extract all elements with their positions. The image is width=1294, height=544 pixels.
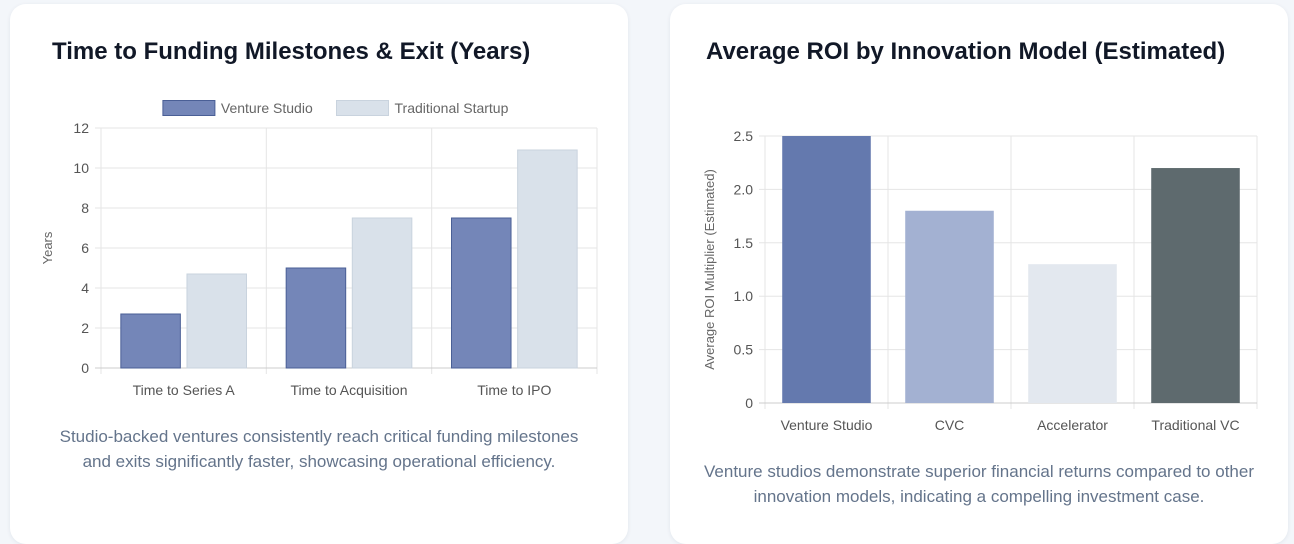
bar-cvc	[905, 210, 994, 403]
chart-title: Time to Funding Milestones & Exit (Years…	[52, 38, 531, 65]
bar-venture-studio	[285, 267, 347, 369]
x-tick-label: Time to IPO	[477, 382, 551, 398]
x-tick-label: Venture Studio	[781, 417, 873, 433]
y-tick-label: 8	[81, 200, 89, 216]
bar-venture-studio	[451, 217, 512, 369]
legend-label: Venture Studio	[221, 100, 313, 116]
legend-swatch	[162, 100, 216, 116]
chart-caption: Studio-backed ventures consistently reac…	[59, 427, 579, 471]
x-tick-label: Time to Acquisition	[291, 382, 408, 398]
y-tick-label: 6	[81, 240, 89, 256]
x-tick-label: Traditional VC	[1151, 417, 1239, 433]
y-tick-label: 4	[81, 280, 89, 296]
x-tick-label: Time to Series A	[133, 382, 236, 398]
chart-caption: Venture studios demonstrate superior fin…	[704, 462, 1254, 506]
y-tick-label: 2.0	[734, 181, 754, 197]
bar-venture-studio	[120, 313, 181, 369]
bar-traditional-vc	[1151, 168, 1240, 403]
y-axis-title: Average ROI Multiplier (Estimated)	[702, 169, 717, 370]
y-tick-label: 0.5	[734, 342, 754, 358]
y-tick-label: 2	[81, 320, 89, 336]
chart-title: Average ROI by Innovation Model (Estimat…	[706, 38, 1226, 65]
y-tick-label: 0	[745, 395, 753, 411]
y-tick-label: 10	[73, 160, 89, 176]
y-tick-label: 1.0	[734, 288, 754, 304]
x-tick-label: CVC	[935, 417, 965, 433]
y-tick-label: 12	[73, 120, 89, 136]
y-tick-label: 0	[81, 360, 89, 376]
y-tick-label: 1.5	[734, 235, 754, 251]
bar-traditional-startup	[186, 273, 247, 369]
y-tick-label: 2.5	[734, 128, 754, 144]
bar-traditional-startup	[517, 149, 578, 369]
roi-bar-chart: 0 0.5 1.0 1.5 2.0 2.5 Venture Studio CVC Acceler…	[702, 128, 1258, 433]
roi-by-model-card: Average ROI by Innovation Model (Estimat…	[670, 4, 1288, 544]
y-axis-title: Years	[40, 231, 55, 264]
bar-traditional-startup	[351, 217, 413, 369]
milestones-bar-chart: 0 2 4 6 8 10 12 Time to Series A Time to Acquisi…	[40, 100, 598, 398]
bar-venture-studio	[782, 136, 871, 403]
legend-swatch	[336, 100, 389, 116]
legend-label: Traditional Startup	[395, 100, 509, 116]
x-tick-label: Accelerator	[1037, 417, 1108, 433]
time-to-milestones-card: Time to Funding Milestones & Exit (Years…	[10, 4, 628, 544]
bar-accelerator	[1028, 264, 1117, 403]
